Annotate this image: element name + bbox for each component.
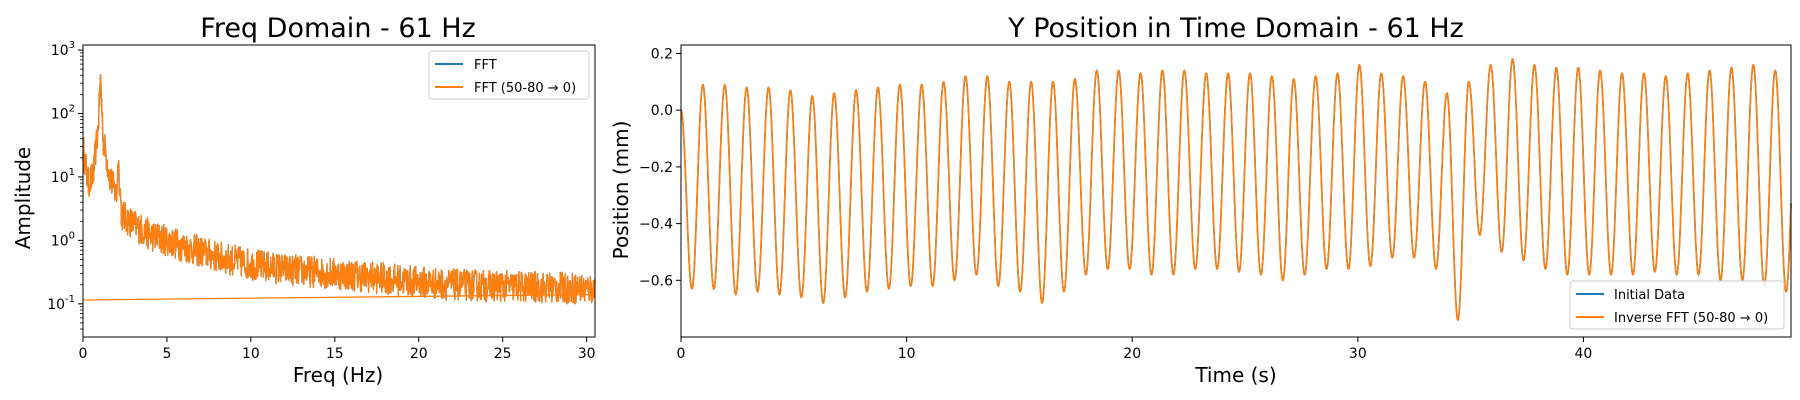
- y-axis-label: Position (mm): [609, 121, 633, 260]
- x-tick-label: 10: [898, 346, 916, 362]
- x-axis-label: Freq (Hz): [293, 363, 383, 387]
- legend-label-fft-filtered: FFT (50-80 → 0): [474, 81, 576, 96]
- x-tick-label: 5: [162, 346, 171, 362]
- legend-label-fft: FFT: [474, 58, 497, 73]
- legend-label-initial: Initial Data: [1614, 288, 1685, 303]
- axes-frame: [82, 44, 596, 338]
- y-tick-label: 102: [51, 103, 75, 122]
- x-tick-label: 15: [326, 346, 344, 362]
- x-tick-label: 10: [242, 346, 260, 362]
- axis-ticks: 0 10 20 30 40 −0.6 −0.4 −0.2 0.0 0.2: [639, 47, 1592, 362]
- legend-box: [428, 50, 590, 100]
- legend: Initial Data Inverse FFT (50-80 → 0): [1569, 280, 1785, 330]
- y-tick-label: 10-1: [47, 294, 75, 313]
- y-tick-label: 0.0: [651, 103, 673, 119]
- y-tick-label: 100: [51, 230, 75, 249]
- plot-area: [680, 58, 1792, 321]
- freq-domain-chart: Freq Domain - 61 Hz Freq (Hz) Amplitude …: [11, 13, 596, 387]
- chart-title: Y Position in Time Domain - 61 Hz: [1007, 13, 1464, 44]
- inverse-fft-line: [680, 58, 1792, 321]
- chart-title: Freq Domain - 61 Hz: [200, 13, 476, 44]
- axis-ticks: 0 5 10 15 20 25 30 10-1 100 101 102 103: [47, 40, 595, 362]
- y-tick-label: 103: [51, 40, 75, 59]
- fft-series-line-1: [82, 74, 596, 305]
- legend: FFT FFT (50-80 → 0): [428, 50, 590, 100]
- x-axis-label: Time (s): [1194, 363, 1276, 387]
- fft-baseline-line: [82, 293, 596, 301]
- x-tick-label: 30: [1349, 346, 1367, 362]
- y-axis-label: Amplitude: [11, 147, 35, 250]
- x-tick-label: 20: [1123, 346, 1141, 362]
- y-tick-label: −0.2: [639, 160, 673, 176]
- x-tick-label: 25: [494, 346, 512, 362]
- x-tick-label: 0: [79, 346, 88, 362]
- legend-box: [1569, 280, 1785, 330]
- y-tick-label: 101: [51, 167, 75, 186]
- x-tick-label: 20: [410, 346, 428, 362]
- y-tick-label: −0.4: [639, 217, 673, 233]
- x-tick-label: 0: [677, 346, 686, 362]
- time-domain-chart: Y Position in Time Domain - 61 Hz Time (…: [609, 13, 1792, 387]
- y-tick-label: −0.6: [639, 273, 673, 289]
- y-tick-label: 0.2: [651, 47, 673, 63]
- axes-frame: [680, 44, 1792, 338]
- x-tick-label: 30: [578, 346, 596, 362]
- legend-label-inverse: Inverse FFT (50-80 → 0): [1614, 311, 1768, 326]
- x-tick-label: 40: [1575, 346, 1593, 362]
- plot-area: [82, 74, 596, 305]
